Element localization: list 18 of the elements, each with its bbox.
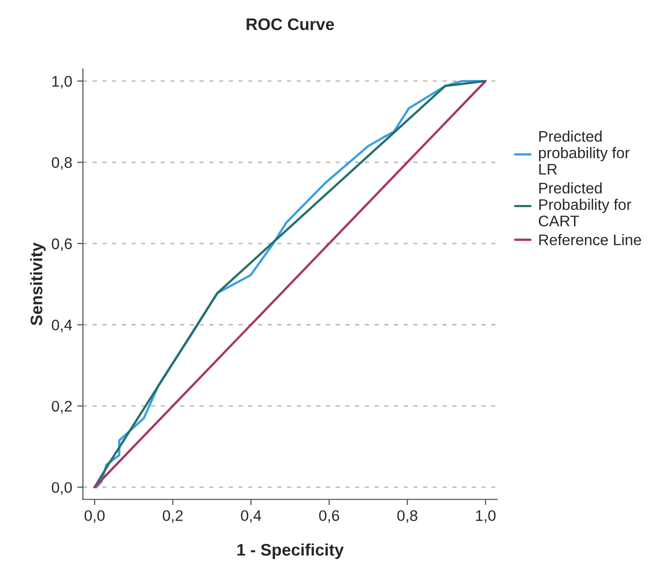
y-tick-label: 0,2 [52,400,72,414]
chart-title: ROC Curve [246,18,334,30]
y-tick-label: 0,8 [52,157,72,170]
legend-label: Reference Line [539,234,641,246]
x-axis-title: 1 - Specificity [237,543,344,560]
y-tick-label: 0,4 [52,320,72,332]
legend-label: Predicted Probability for CART [538,182,632,226]
x-tick-label: 0,0 [84,510,105,523]
y-axis-title: Sensitivity [30,242,46,326]
x-tick-label: 1,0 [476,510,496,523]
y-tick-label: 0,0 [52,482,72,495]
x-tick-label: 0,2 [162,510,183,523]
x-tick-label: 0,6 [319,510,340,523]
y-tick-label: 0,6 [52,238,72,252]
y-tick-label: 1,0 [52,76,72,89]
legend-label: Predicted probability for LR [539,130,630,175]
x-tick-label: 0,4 [240,510,262,523]
x-tick-label: 0,8 [397,510,418,523]
